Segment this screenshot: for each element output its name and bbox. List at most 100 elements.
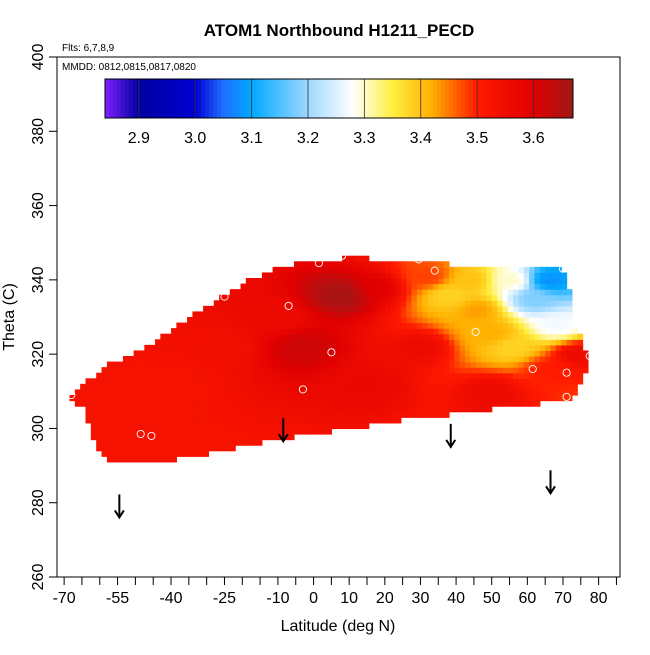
- heatmap-cell: [481, 356, 487, 363]
- heatmap-cell: [459, 317, 466, 324]
- heatmap-cell: [422, 283, 429, 290]
- heatmap-cell: [320, 383, 327, 391]
- heatmap-cell: [208, 389, 215, 396]
- heatmap-cell: [283, 378, 290, 385]
- colorbar-swatch: [545, 79, 550, 118]
- heatmap-cell: [256, 289, 263, 296]
- heatmap-cell: [427, 395, 434, 402]
- heatmap-cell: [368, 383, 375, 391]
- heatmap-cell: [224, 389, 231, 396]
- heatmap-cell: [154, 422, 161, 430]
- heatmap-cell: [374, 261, 381, 268]
- heatmap-cell: [465, 300, 471, 307]
- heatmap-cell: [128, 428, 135, 435]
- heatmap-cell: [192, 411, 199, 418]
- heatmap-cell: [491, 328, 498, 335]
- heatmap-cell: [176, 411, 183, 418]
- heatmap-cell: [539, 372, 546, 379]
- heatmap-cell: [443, 283, 450, 290]
- heatmap-cell: [176, 450, 183, 457]
- heatmap-cell: [539, 339, 546, 346]
- heatmap-cell: [181, 333, 188, 340]
- heatmap-cell: [320, 261, 327, 268]
- heatmap-cell: [406, 305, 413, 313]
- heatmap-cell: [465, 350, 471, 357]
- heatmap-cell: [427, 389, 434, 396]
- heatmap-cell: [304, 422, 311, 430]
- heatmap-cell: [197, 339, 204, 346]
- y-tick-label: 400: [30, 44, 47, 71]
- heatmap-cell: [336, 278, 343, 285]
- heatmap-cell: [395, 283, 402, 290]
- heatmap-cell: [277, 356, 284, 363]
- heatmap-cell: [518, 356, 525, 363]
- heatmap-cell: [374, 305, 381, 313]
- heatmap-cell: [293, 422, 300, 430]
- heatmap-cell: [384, 406, 391, 413]
- heatmap-cell: [582, 361, 589, 368]
- heatmap-cell: [358, 422, 365, 430]
- heatmap-cell: [545, 272, 552, 279]
- heatmap-cell: [475, 311, 482, 318]
- heatmap-cell: [363, 311, 370, 318]
- heatmap-cell: [347, 395, 354, 402]
- heatmap-cell: [384, 344, 391, 352]
- colorbar-tick-label: 3.6: [522, 130, 544, 147]
- colorbar-swatch: [521, 79, 526, 118]
- heatmap-cell: [336, 361, 343, 368]
- heatmap-cell: [197, 333, 204, 340]
- heatmap-cell: [336, 422, 343, 430]
- heatmap-cell: [561, 294, 568, 301]
- heatmap-cell: [352, 372, 359, 379]
- x-tick-label: 50: [483, 590, 501, 607]
- heatmap-cell: [555, 272, 562, 279]
- heatmap-cell: [101, 439, 108, 446]
- heatmap-cell: [272, 422, 279, 430]
- heatmap-cell: [90, 400, 97, 407]
- heatmap-cell: [336, 406, 343, 413]
- heatmap-cell: [309, 333, 316, 340]
- colorbar-swatch: [477, 79, 482, 118]
- heatmap-cell: [459, 300, 466, 307]
- heatmap-cell: [395, 305, 402, 313]
- heatmap-cell: [144, 389, 151, 396]
- heatmap-cell: [432, 294, 439, 301]
- heatmap-cell: [154, 400, 161, 407]
- heatmap-cell: [390, 311, 397, 318]
- heatmap-cell: [149, 428, 156, 435]
- heatmap-cell: [395, 350, 402, 357]
- heatmap-cell: [545, 283, 552, 290]
- heatmap-cell: [497, 305, 504, 313]
- heatmap-cell: [561, 333, 568, 340]
- heatmap-cell: [245, 300, 252, 307]
- heatmap-cell: [523, 378, 530, 385]
- colorbar-swatch: [257, 79, 262, 118]
- colorbar-swatch: [185, 79, 190, 118]
- heatmap-cell: [309, 300, 316, 307]
- heatmap-cell: [448, 389, 455, 396]
- heatmap-cell: [144, 383, 151, 391]
- observation-point: [528, 364, 537, 374]
- heatmap-cell: [545, 278, 552, 285]
- heatmap-cell: [448, 266, 455, 274]
- heatmap-cell: [438, 367, 445, 374]
- heatmap-cell: [160, 389, 167, 396]
- heatmap-cell: [176, 350, 183, 357]
- heatmap-cell: [390, 395, 397, 402]
- heatmap-cell: [427, 367, 434, 374]
- heatmap-cell: [192, 344, 199, 352]
- heatmap-cell: [261, 328, 268, 335]
- heatmap-cell: [171, 456, 177, 463]
- colorbar-swatch: [117, 79, 122, 118]
- heatmap-cell: [395, 378, 402, 385]
- colorbar-swatch: [105, 79, 110, 118]
- colorbar-swatch: [253, 79, 258, 118]
- heatmap-cell: [336, 395, 343, 402]
- heatmap-cell: [539, 328, 546, 335]
- heatmap-cell: [229, 356, 236, 363]
- heatmap-cell: [443, 300, 450, 307]
- heatmap-cell: [352, 300, 359, 307]
- heatmap-cell: [133, 434, 140, 441]
- heatmap-cell: [112, 378, 119, 385]
- heatmap-cell: [491, 361, 498, 368]
